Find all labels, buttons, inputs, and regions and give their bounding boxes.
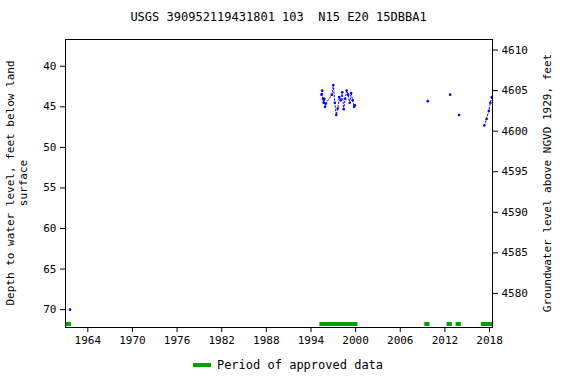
svg-text:2006: 2006 bbox=[387, 334, 414, 347]
svg-text:70: 70 bbox=[43, 303, 56, 316]
svg-text:Groundwater level above NGVD 1: Groundwater level above NGVD 1929, feet bbox=[541, 54, 554, 312]
svg-text:1994: 1994 bbox=[298, 334, 325, 347]
svg-text:60: 60 bbox=[43, 222, 56, 235]
svg-text:Depth to water level, feet bel: Depth to water level, feet below land bbox=[4, 60, 17, 305]
svg-text:4580: 4580 bbox=[502, 287, 529, 300]
svg-text:4605: 4605 bbox=[502, 84, 529, 97]
svg-text:1976: 1976 bbox=[164, 334, 191, 347]
svg-text:2000: 2000 bbox=[342, 334, 369, 347]
svg-text:4610: 4610 bbox=[502, 44, 529, 57]
svg-text:surface: surface bbox=[17, 160, 30, 206]
svg-text:55: 55 bbox=[43, 181, 56, 194]
svg-text:40: 40 bbox=[43, 60, 56, 73]
svg-text:1982: 1982 bbox=[208, 334, 235, 347]
svg-text:1964: 1964 bbox=[75, 334, 102, 347]
svg-text:4595: 4595 bbox=[502, 165, 529, 178]
svg-text:2012: 2012 bbox=[432, 334, 459, 347]
svg-text:65: 65 bbox=[43, 263, 56, 276]
html-text:USGS 390952119431801 103 N15 E: USGS 390952119431801 103 N15 E20 15DBBA1 bbox=[130, 10, 427, 24]
svg-text:4600: 4600 bbox=[502, 125, 529, 138]
svg-text:2018: 2018 bbox=[476, 334, 503, 347]
svg-text:4585: 4585 bbox=[502, 246, 529, 259]
svg-text:1988: 1988 bbox=[253, 334, 280, 347]
svg-text:45: 45 bbox=[43, 100, 56, 113]
html-text:Period of approved data: Period of approved data bbox=[216, 358, 384, 372]
svg-text:1970: 1970 bbox=[119, 334, 146, 347]
svg-text:4590: 4590 bbox=[502, 206, 529, 219]
svg-text:50: 50 bbox=[43, 141, 56, 154]
